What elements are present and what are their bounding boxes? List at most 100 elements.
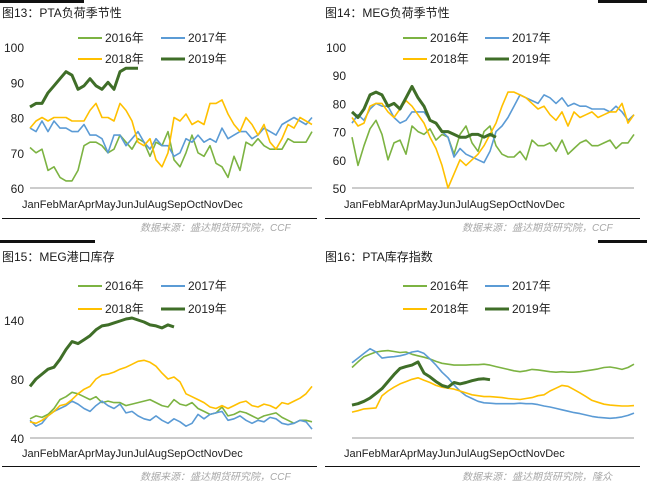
panel2-title: 图14：MEG负荷季节性 — [325, 6, 450, 20]
y-tick-label: 60 — [11, 182, 25, 196]
y-tick-label: 40 — [11, 432, 25, 446]
x-tick-label: May — [95, 448, 116, 460]
chart-2: 50 60 70 80 90 100 JanFebMarAprMayJunJulAugSep… — [326, 31, 635, 211]
series-line-2018年 — [351, 91, 635, 189]
x-tick-labels: JanFebMarAprMayJunJulAugSepOctNovDec — [22, 199, 243, 211]
x-tick-label: Jul — [133, 199, 147, 211]
panel3-source: 数据来源：盛达期货研究院，CCF — [140, 472, 291, 483]
chart-3: 40 80 140 JanFebMarAprMayJunJulAugSepOctNov… — [4, 279, 313, 460]
x-tick-labels: JanFebMarAprMayJunJulAugSepOctNovDec — [22, 448, 243, 460]
x-tick-label: Jun — [116, 199, 134, 211]
series-line-2016年 — [29, 391, 313, 425]
mid-rule-left — [0, 240, 95, 243]
y-tick-label: 90 — [333, 69, 347, 83]
panel1-title: 图13：PTA负荷季节性 — [2, 6, 122, 20]
legend-label: 2018年 — [105, 302, 144, 316]
x-tick-label: Aug — [147, 199, 167, 211]
panel4-title: 图16：PTA库存指数 — [325, 250, 433, 264]
x-tick-label: Jul — [455, 199, 469, 211]
x-tick-label: Jan — [344, 448, 362, 460]
legend: 2016年 2017年 2018年 2019年 — [78, 279, 227, 316]
y-tick-label: 100 — [326, 41, 346, 55]
x-tick-label: Aug — [469, 448, 489, 460]
legend-label: 2016年 — [430, 279, 469, 293]
x-tick-label: Jun — [438, 199, 456, 211]
x-tick-label: Jan — [22, 448, 40, 460]
x-tick-labels: JanFebMarAprMayJunJulAugSepOctNovDec — [344, 448, 565, 460]
x-tick-label: Aug — [147, 448, 167, 460]
top-rule-right — [598, 0, 647, 3]
series-line-2018年 — [29, 99, 313, 168]
x-tick-label: Aug — [469, 199, 489, 211]
legend-label: 2019年 — [188, 52, 227, 66]
panel4-source: 数据来源：盛达期货研究院，隆众 — [462, 472, 612, 483]
x-tick-label: Oct — [509, 199, 526, 211]
x-tick-label: Feb — [362, 448, 381, 460]
legend-label: 2016年 — [105, 31, 144, 45]
x-tick-label: Nov — [204, 448, 224, 460]
x-tick-label: Oct — [187, 448, 204, 460]
x-tick-label: Nov — [204, 199, 224, 211]
panel3-title: 图15：MEG港口库存 — [2, 250, 115, 264]
x-tick-label: Dec — [223, 199, 243, 211]
legend-label: 2018年 — [105, 52, 144, 66]
x-tick-label: Apr — [78, 199, 95, 211]
legend-label: 2019年 — [188, 302, 227, 316]
legend: 2016年 2017年 2018年 2019年 — [403, 31, 551, 66]
y-tick-label: 80 — [333, 97, 347, 111]
x-tick-label: Dec — [545, 448, 565, 460]
series-line-2019年 — [28, 316, 175, 388]
x-tick-label: Jan — [344, 199, 362, 211]
x-tick-label: Nov — [526, 199, 546, 211]
series-line-2017年 — [29, 400, 313, 430]
x-tick-label: Mar — [381, 199, 400, 211]
x-tick-label: Oct — [187, 199, 204, 211]
series-line-2019年 — [351, 360, 491, 407]
x-tick-label: Mar — [59, 448, 78, 460]
legend-label: 2018年 — [430, 52, 469, 66]
panel1-source: 数据来源：盛达期货研究院，CCF — [140, 223, 291, 234]
x-tick-label: Jun — [116, 448, 134, 460]
legend-label: 2019年 — [512, 52, 551, 66]
series-line-2017年 — [351, 94, 635, 164]
x-tick-label: Jan — [22, 199, 40, 211]
chart-4: JanFebMarAprMayJunJulAugSepOctNovDec 2016… — [344, 279, 635, 460]
series-line-2016年 — [29, 130, 313, 182]
x-tick-label: May — [417, 199, 438, 211]
legend: 2016年 2017年 2018年 2019年 — [403, 279, 551, 316]
y-tick-label: 80 — [11, 112, 25, 126]
series-line-2018年 — [351, 376, 635, 413]
series-line-2018年 — [29, 359, 313, 425]
x-tick-label: Feb — [40, 199, 59, 211]
x-tick-label: Mar — [59, 199, 78, 211]
chart-1: 60 70 80 90 100 JanFebMarAprMayJunJulAugSepOc… — [4, 31, 313, 211]
legend-label: 2018年 — [430, 302, 469, 316]
x-tick-label: May — [95, 199, 116, 211]
x-tick-label: Feb — [362, 199, 381, 211]
legend-label: 2017年 — [512, 279, 551, 293]
x-tick-label: Mar — [381, 448, 400, 460]
legend-label: 2017年 — [188, 279, 227, 293]
y-tick-label: 80 — [11, 373, 25, 387]
panel2-source: 数据来源：盛达期货研究院，CCF — [462, 223, 613, 234]
series-line-2016年 — [351, 349, 635, 374]
y-tick-label: 90 — [11, 76, 25, 90]
x-tick-label: Jul — [133, 448, 147, 460]
legend: 2016年 2017年 2018年 2019年 — [78, 31, 227, 66]
x-tick-label: Sep — [167, 448, 187, 460]
x-tick-label: Sep — [489, 199, 509, 211]
legend-label: 2016年 — [105, 279, 144, 293]
x-tick-label: Dec — [223, 448, 243, 460]
panel1-bottom-rule — [2, 218, 317, 219]
x-tick-label: Nov — [526, 448, 546, 460]
x-tick-label: Feb — [40, 448, 59, 460]
panel4-bottom-rule — [325, 466, 640, 467]
x-tick-label: Apr — [400, 199, 417, 211]
y-tick-label: 100 — [4, 41, 24, 55]
legend-label: 2017年 — [512, 31, 551, 45]
panel3-bottom-rule — [2, 466, 317, 467]
x-tick-label: Sep — [489, 448, 509, 460]
series-line-2019年 — [350, 85, 497, 139]
x-tick-label: Jun — [438, 448, 456, 460]
legend-label: 2016年 — [430, 31, 469, 45]
